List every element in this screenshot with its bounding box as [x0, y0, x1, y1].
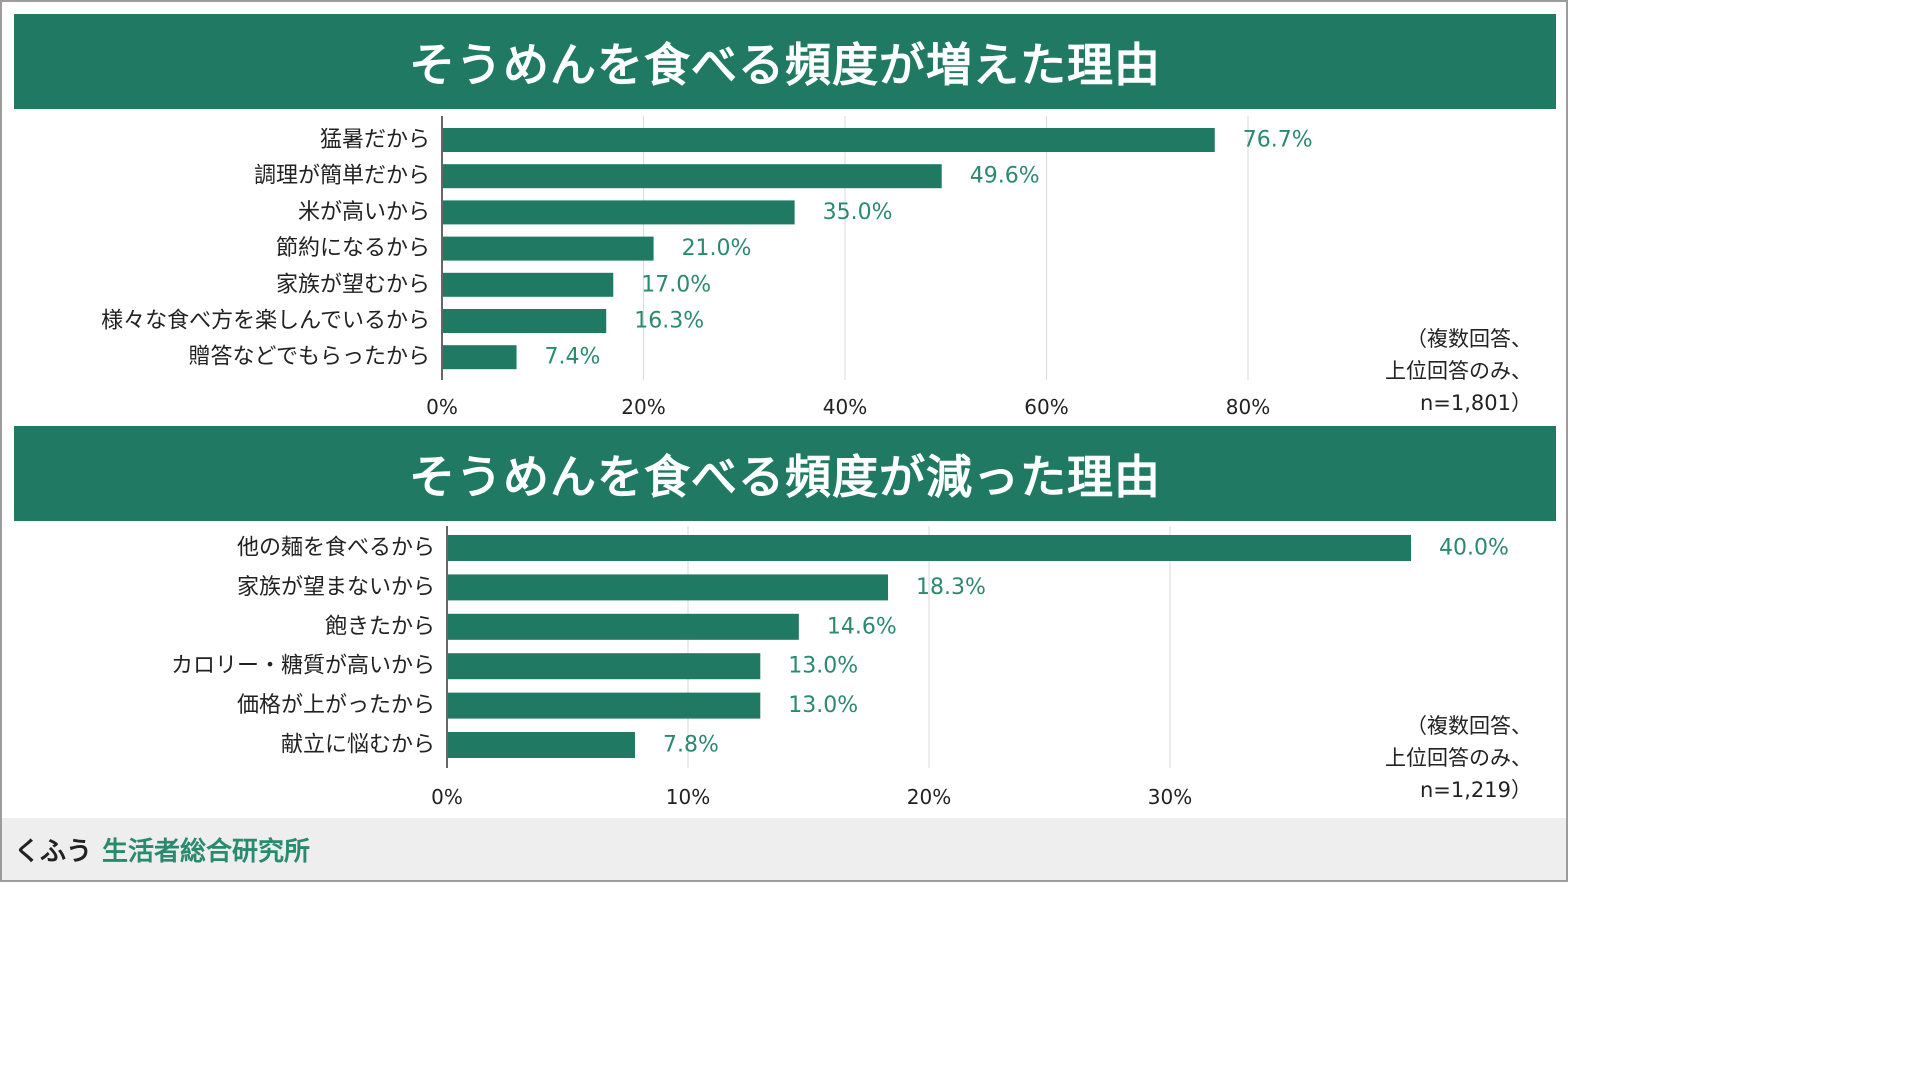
category-label: 節約になるから [276, 236, 430, 261]
bar [443, 128, 1215, 152]
value-label: 16.3% [634, 309, 704, 334]
category-label: 献立に悩むから [281, 733, 435, 758]
footer: くふう 生活者総合研究所 [2, 818, 1566, 880]
x-tick-label: 0% [426, 395, 458, 419]
value-label: 18.3% [916, 575, 986, 600]
x-tick-label: 0% [431, 785, 463, 809]
decrease-reasons-chart: 他の麺を食べるから 40.0% 家族が望まないから 18.3% 飽きたから 14.6% カロ… [171, 526, 1532, 809]
value-label: 7.8% [663, 733, 719, 758]
bar [448, 692, 761, 719]
bar [448, 732, 635, 758]
category-label: 調理が簡単だから [254, 164, 430, 189]
value-label: 76.7% [1243, 128, 1313, 153]
sample-note-line: （複数回答、 [1406, 714, 1532, 738]
category-label: 他の麺を食べるから [237, 536, 435, 561]
value-label: 13.0% [788, 654, 858, 679]
bar [448, 574, 889, 601]
x-tick-label: 20% [907, 785, 951, 809]
x-tick-label: 20% [621, 395, 665, 419]
category-label: 家族が望まないから [237, 575, 435, 600]
category-label: カロリー・糖質が高いから [171, 654, 435, 679]
x-tick-label: 80% [1226, 395, 1270, 419]
category-label: 様々な食べ方を楽しんでいるから [101, 309, 430, 334]
category-label: 米が高いから [298, 200, 430, 225]
category-label: 猛暑だから [320, 128, 430, 153]
sample-note-line: n=1,801） [1420, 391, 1532, 415]
bar [443, 164, 942, 189]
value-label: 13.0% [788, 693, 858, 718]
value-label: 7.4% [545, 345, 601, 370]
value-label: 49.6% [970, 164, 1040, 189]
bar [443, 236, 654, 261]
value-label: 21.0% [682, 236, 752, 261]
category-label: 贈答などでもらったから [188, 345, 430, 370]
sample-note-line: n=1,219） [1420, 778, 1532, 802]
category-label: 価格が上がったから [237, 693, 435, 718]
bar [448, 653, 761, 680]
value-label: 17.0% [641, 272, 711, 297]
brand-kana: くふう [14, 836, 93, 867]
x-tick-label: 10% [666, 785, 710, 809]
x-tick-label: 60% [1024, 395, 1068, 419]
brand-org: 生活者総合研究所 [102, 836, 311, 867]
chart-title-decrease: そうめんを食べる頻度が減った理由 [14, 426, 1556, 521]
bar [443, 309, 607, 333]
bar [448, 535, 1411, 561]
x-tick-label: 30% [1148, 785, 1192, 809]
category-label: 飽きたから [325, 614, 435, 639]
bar [443, 272, 614, 297]
increase-reasons-chart: 猛暑だから 76.7% 調理が簡単だから 49.6% 米が高いから 35.0% 節約になるか… [101, 116, 1532, 419]
sample-note-line: 上位回答のみ、 [1385, 359, 1532, 383]
chart-title-increase: そうめんを食べる頻度が増えた理由 [14, 14, 1556, 109]
infographic-frame: そうめんを食べる頻度が増えた理由 猛暑だから 76.7% 調理が簡単だから 49.6%… [0, 0, 1568, 882]
category-label: 家族が望むから [276, 272, 430, 297]
sample-note-line: （複数回答、 [1406, 327, 1532, 351]
value-label: 40.0% [1439, 536, 1509, 561]
bar [443, 345, 517, 370]
sample-note-line: 上位回答のみ、 [1385, 746, 1532, 770]
x-tick-label: 40% [823, 395, 867, 419]
value-label: 14.6% [827, 614, 897, 639]
value-label: 35.0% [823, 200, 893, 225]
bar [448, 613, 799, 640]
bar [443, 200, 795, 225]
